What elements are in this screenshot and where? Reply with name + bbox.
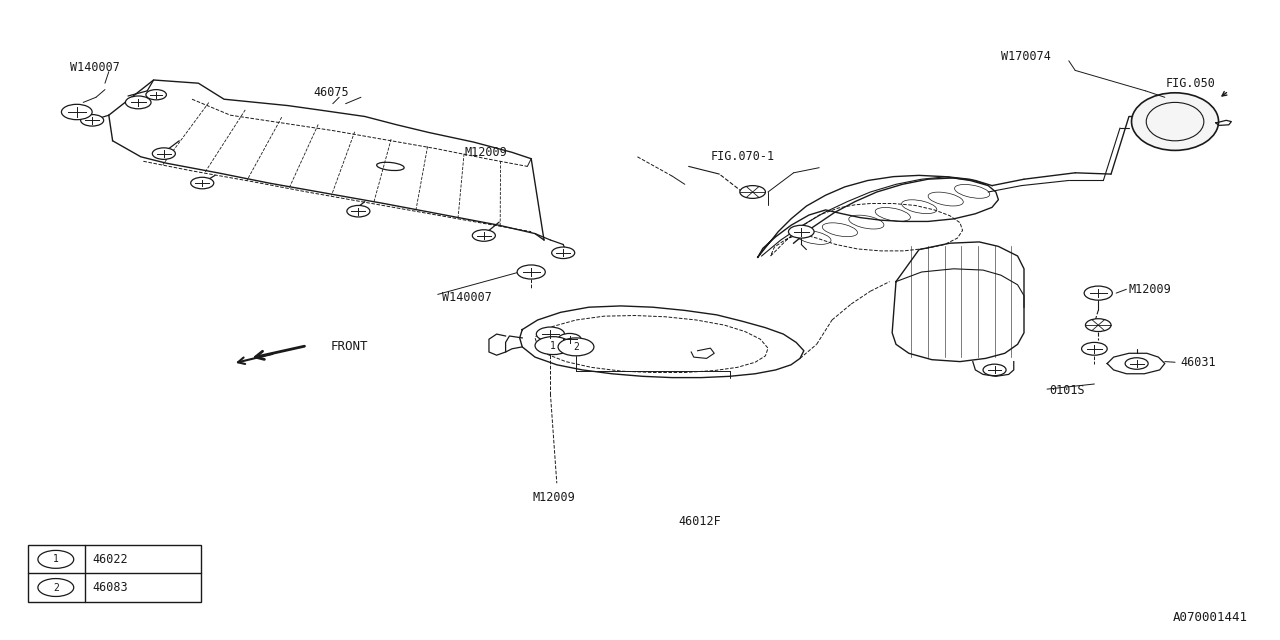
Text: FIG.050: FIG.050	[1166, 77, 1216, 90]
Text: FIG.070-1: FIG.070-1	[710, 150, 774, 163]
Circle shape	[81, 115, 104, 126]
Circle shape	[558, 338, 594, 356]
Circle shape	[1085, 319, 1111, 332]
Circle shape	[38, 579, 74, 596]
Circle shape	[347, 205, 370, 217]
Text: M12009: M12009	[465, 146, 507, 159]
Circle shape	[535, 337, 571, 355]
Text: M12009: M12009	[1129, 283, 1171, 296]
Circle shape	[1084, 286, 1112, 300]
Circle shape	[552, 247, 575, 259]
Circle shape	[1125, 358, 1148, 369]
Text: 46031: 46031	[1180, 356, 1216, 369]
Circle shape	[788, 225, 814, 238]
Text: 46022: 46022	[93, 553, 128, 566]
Text: 1: 1	[52, 554, 59, 564]
Circle shape	[740, 186, 765, 198]
Text: 0101S: 0101S	[1050, 384, 1085, 397]
Text: 2: 2	[573, 342, 579, 352]
Ellipse shape	[1132, 93, 1219, 150]
Circle shape	[536, 327, 564, 341]
Circle shape	[125, 96, 151, 109]
Text: W170074: W170074	[1001, 50, 1051, 63]
Circle shape	[1082, 342, 1107, 355]
Text: A070001441: A070001441	[1172, 611, 1248, 624]
Text: 46075: 46075	[314, 86, 349, 99]
Circle shape	[191, 177, 214, 189]
Circle shape	[517, 265, 545, 279]
Text: FRONT: FRONT	[330, 340, 367, 353]
Circle shape	[61, 104, 92, 120]
Circle shape	[146, 90, 166, 100]
Text: M12009: M12009	[532, 492, 575, 504]
Text: W140007: W140007	[70, 61, 120, 74]
Text: 46012F: 46012F	[678, 515, 721, 528]
Text: 1: 1	[550, 340, 556, 351]
Circle shape	[472, 230, 495, 241]
Circle shape	[983, 364, 1006, 376]
Circle shape	[152, 148, 175, 159]
Bar	[28, 545, 201, 602]
Circle shape	[38, 550, 74, 568]
Text: 2: 2	[52, 582, 59, 593]
Circle shape	[558, 333, 581, 345]
Text: 46083: 46083	[93, 581, 128, 594]
Text: W140007: W140007	[442, 291, 492, 304]
